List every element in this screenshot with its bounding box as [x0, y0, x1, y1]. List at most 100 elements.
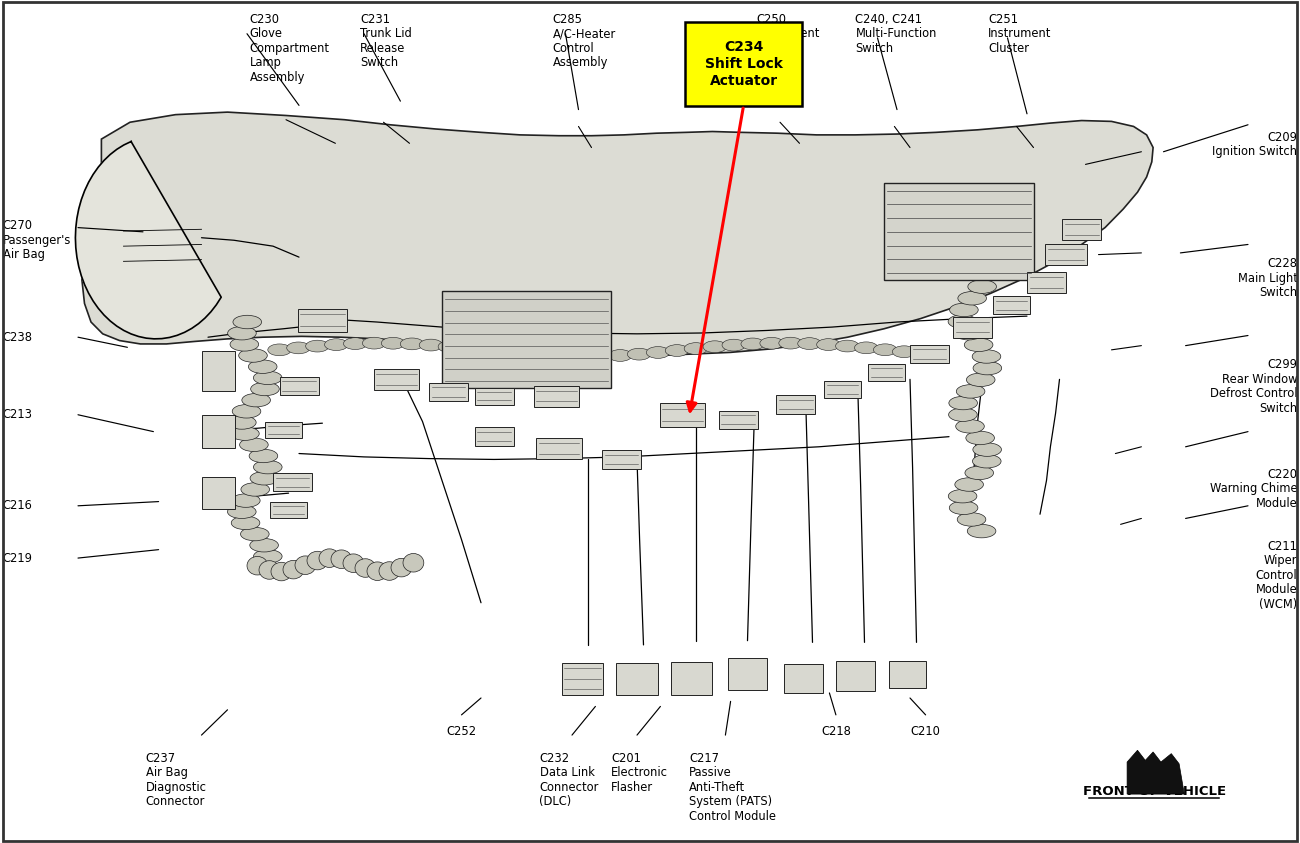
Text: C285
A/C-Heater
Control
Assembly: C285 A/C-Heater Control Assembly	[552, 13, 616, 69]
Ellipse shape	[458, 342, 481, 354]
Ellipse shape	[287, 342, 311, 354]
Bar	[824, 381, 861, 398]
Bar	[1027, 271, 1066, 293]
Bar	[784, 664, 823, 693]
Ellipse shape	[628, 348, 651, 360]
Ellipse shape	[307, 551, 328, 570]
Ellipse shape	[495, 346, 519, 358]
Ellipse shape	[874, 344, 897, 356]
Ellipse shape	[318, 549, 339, 567]
Ellipse shape	[403, 554, 424, 572]
Ellipse shape	[533, 350, 556, 362]
Ellipse shape	[240, 483, 269, 497]
Ellipse shape	[571, 351, 594, 362]
Ellipse shape	[250, 471, 278, 485]
Ellipse shape	[854, 342, 878, 354]
Ellipse shape	[957, 513, 985, 526]
Bar	[993, 296, 1030, 314]
Text: C232
Data Link
Connector
(DLC): C232 Data Link Connector (DLC)	[540, 752, 599, 808]
Ellipse shape	[949, 396, 978, 410]
Bar	[953, 316, 992, 337]
Bar	[536, 438, 582, 459]
Bar	[374, 368, 419, 389]
Text: C218: C218	[822, 725, 850, 738]
Ellipse shape	[957, 384, 985, 398]
Text: C252: C252	[446, 725, 477, 738]
Ellipse shape	[551, 351, 575, 362]
Ellipse shape	[306, 341, 329, 352]
Ellipse shape	[949, 501, 978, 514]
FancyBboxPatch shape	[685, 22, 802, 106]
Ellipse shape	[233, 315, 261, 329]
Bar	[1045, 244, 1087, 265]
Bar	[533, 385, 580, 406]
Bar	[776, 395, 815, 414]
Text: C213: C213	[3, 408, 32, 422]
Ellipse shape	[967, 524, 996, 538]
Ellipse shape	[836, 340, 859, 352]
Text: C238: C238	[3, 330, 32, 344]
Bar	[868, 364, 905, 381]
Text: C211
Wiper
Control
Module
(WCM): C211 Wiper Control Module (WCM)	[1256, 540, 1297, 610]
Text: C231
Trunk Lid
Release
Switch: C231 Trunk Lid Release Switch	[360, 13, 412, 69]
Ellipse shape	[514, 348, 537, 360]
Text: C219: C219	[3, 551, 32, 565]
Text: C209
Ignition Switch: C209 Ignition Switch	[1213, 131, 1297, 158]
Bar	[660, 403, 706, 427]
Text: C270
Passenger's
Air Bag: C270 Passenger's Air Bag	[3, 219, 71, 261]
Ellipse shape	[608, 350, 632, 362]
Bar	[616, 663, 658, 695]
Ellipse shape	[722, 339, 745, 351]
Ellipse shape	[666, 345, 689, 357]
Ellipse shape	[974, 362, 1002, 375]
Bar	[429, 383, 468, 401]
Ellipse shape	[589, 351, 614, 362]
Bar	[671, 662, 712, 695]
Bar	[265, 422, 302, 438]
Polygon shape	[82, 112, 1153, 356]
Ellipse shape	[250, 449, 278, 463]
Ellipse shape	[239, 438, 268, 452]
Ellipse shape	[419, 339, 442, 351]
Bar	[280, 377, 318, 395]
Ellipse shape	[343, 338, 367, 350]
Ellipse shape	[247, 556, 268, 575]
FancyBboxPatch shape	[884, 183, 1034, 280]
Ellipse shape	[251, 382, 280, 395]
Bar	[1062, 218, 1101, 239]
Ellipse shape	[972, 350, 1001, 363]
Bar	[719, 411, 758, 429]
Bar	[602, 450, 641, 469]
Ellipse shape	[948, 490, 976, 503]
Text: C228
Main Light
Switch: C228 Main Light Switch	[1238, 257, 1297, 299]
Ellipse shape	[283, 561, 304, 579]
Ellipse shape	[381, 337, 404, 349]
Text: C240, C241
Multi-Function
Switch: C240, C241 Multi-Function Switch	[855, 13, 937, 55]
Ellipse shape	[250, 539, 278, 552]
Ellipse shape	[325, 339, 348, 351]
Ellipse shape	[254, 371, 282, 384]
Ellipse shape	[233, 405, 261, 418]
Bar	[298, 309, 347, 332]
Ellipse shape	[343, 554, 364, 572]
Ellipse shape	[684, 343, 707, 355]
Ellipse shape	[254, 550, 282, 563]
Ellipse shape	[270, 562, 291, 581]
Ellipse shape	[254, 460, 282, 474]
Ellipse shape	[476, 345, 499, 357]
Bar	[889, 661, 926, 688]
Polygon shape	[1127, 750, 1184, 794]
Ellipse shape	[230, 427, 259, 440]
Text: C201
Electronic
Flasher: C201 Electronic Flasher	[611, 752, 668, 794]
Bar	[836, 661, 875, 691]
Bar	[203, 477, 234, 509]
Ellipse shape	[741, 338, 764, 350]
Text: C234
Shift Lock
Actuator: C234 Shift Lock Actuator	[705, 40, 783, 88]
Ellipse shape	[367, 562, 387, 581]
Ellipse shape	[760, 337, 784, 349]
Text: FRONT OF VEHICLE: FRONT OF VEHICLE	[1083, 786, 1226, 798]
Ellipse shape	[438, 341, 462, 352]
Ellipse shape	[227, 326, 256, 340]
Text: C250
Instrument
Cluster: C250 Instrument Cluster	[757, 13, 820, 55]
Ellipse shape	[240, 528, 269, 541]
